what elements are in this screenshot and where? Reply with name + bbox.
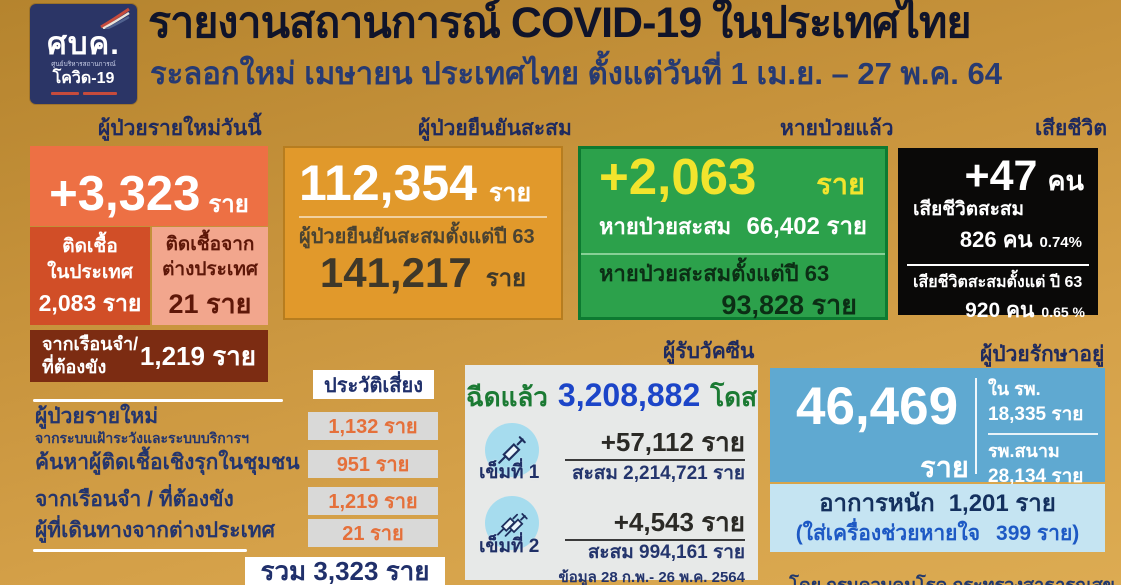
page-subtitle: ระลอกใหม่ เมษายน ประเทศไทย ตั้งแต่วันที่… — [150, 56, 1002, 91]
abroad-cases-box: ติดเชื้อจาก ต่างประเทศ 21 ราย — [152, 227, 268, 325]
risk-history-header: ประวัติเสี่ยง — [313, 370, 434, 399]
source-credit: โดย กรมควบคุมโรค กระทรวงสาธารณสุข — [789, 575, 1115, 585]
dose1-cumulative: สะสม 2,214,721 ราย — [571, 463, 745, 484]
dose2-cumulative: สะสม 994,161 ราย — [587, 542, 745, 563]
risk-sublabel-surveillance: จากระบบเฝ้าระวังและระบบบริการฯ — [35, 430, 249, 447]
vaccine-panel: ฉีดแล้ว 3,208,882 โดส เข็มที่ 1 +57,112 … — [465, 365, 758, 585]
cumulative-value: 112,354 — [299, 155, 477, 211]
deaths-unit: คน — [1047, 166, 1084, 197]
cumulative-panel: 112,354 ราย ผู้ป่วยยืนยันสะสมตั้งแต่ปี 6… — [283, 146, 563, 320]
prison-value: 1,219 ราย — [139, 340, 256, 371]
new-cases-header: ผู้ป่วยรายใหม่วันนี้ — [98, 117, 262, 140]
risk-label-travelers: ผู้ที่เดินทางจากต่างประเทศ — [35, 519, 275, 542]
cumulative-header: ผู้ป่วยยืนยันสะสม — [418, 117, 572, 140]
cumulative-divider — [299, 216, 547, 218]
risk-value-prison: 1,219 ราย — [308, 487, 438, 515]
treating-header: ผู้ป่วยรักษาอยู่ — [980, 343, 1105, 366]
thai-flag-swoosh-icon — [100, 7, 130, 29]
treating-panel: 46,469 ราย ใน รพ. 18,335 ราย รพ.สนาม 28,… — [770, 368, 1105, 487]
logo-covid-name: โควิด-19 — [52, 69, 115, 87]
deaths-cum-value: 826 คน — [959, 227, 1033, 253]
recovered-since63-value: 93,828 ราย — [721, 289, 857, 320]
recovered-value: +2,063 — [599, 148, 757, 205]
vaccine-injected-value: 3,208,882 — [557, 377, 701, 413]
dose2-new-value: +4,543 ราย — [565, 507, 745, 541]
logo-tagline-decoration — [30, 91, 137, 95]
cumulative-unit: ราย — [488, 179, 532, 207]
domestic-label-line2: ในประเทศ — [47, 261, 133, 283]
divider-line-total — [33, 549, 247, 552]
syringe-icon — [498, 436, 526, 464]
dose1-new-value: +57,112 ราย — [565, 427, 745, 461]
prison-label-line1: จากเรือนจำ/ — [42, 333, 139, 354]
deaths-since63-value: 920 คน — [965, 299, 1035, 323]
risk-label-surveillance: ผู้ป่วยรายใหม่ — [35, 405, 159, 428]
prison-label-line2: ที่ต้องขัง — [42, 357, 107, 377]
deaths-divider — [907, 264, 1089, 267]
hospital-value: 18,335 ราย — [988, 404, 1084, 426]
deaths-since63-label: เสียชีวิตสะสมตั้งแต่ ปี 63 — [913, 274, 1083, 292]
deaths-panel: +47 คน เสียชีวิตสะสม 826 คน 0.74% เสียชี… — [898, 148, 1098, 322]
risk-value-surveillance: 1,132 ราย — [308, 412, 438, 440]
deaths-cum-label: เสียชีวิตสะสม — [913, 198, 1025, 220]
logo-org-name: ศูนย์บริหารสถานการณ์ — [51, 61, 116, 68]
cca-covid19-logo: ศบค. ศูนย์บริหารสถานการณ์ โควิด-19 — [30, 4, 137, 104]
new-cases-panel: +3,323 ราย — [30, 146, 268, 226]
field-hospital-label: รพ.สนาม — [988, 441, 1060, 462]
dose2-label: เข็มที่ 2 — [479, 536, 540, 557]
recovered-cum-value: 66,402 ราย — [746, 213, 867, 240]
severe-value: 1,201 ราย — [948, 490, 1056, 517]
treating-vertical-divider — [975, 378, 977, 474]
recovered-cum-label: หายป่วยสะสม — [599, 214, 732, 239]
recovered-panel: +2,063 ราย หายป่วยสะสม 66,402 ราย หายป่ว… — [578, 146, 888, 320]
deaths-value: +47 — [964, 152, 1038, 200]
divider-line-left — [33, 399, 283, 402]
cumulative-since63-label: ผู้ป่วยยืนยันสะสมตั้งแต่ปี 63 — [299, 226, 535, 248]
risk-label-proactive: ค้นหาผู้ติดเชื้อเชิงรุกในชุมชน — [35, 451, 300, 474]
dose1-label: เข็มที่ 1 — [479, 462, 540, 483]
cumulative-since63-unit: ราย — [485, 265, 527, 293]
ventilator-label: (ใส่เครื่องช่วยหายใจ — [795, 521, 981, 545]
treating-unit: ราย — [920, 452, 969, 484]
abroad-value: 21 ราย — [168, 288, 252, 319]
severe-label: อาการหนัก — [819, 490, 935, 517]
risk-value-proactive: 951 ราย — [308, 450, 438, 478]
field-hospital-value: 28,134 ราย — [988, 466, 1084, 488]
dose1-circle — [485, 423, 539, 477]
vaccine-header: ผู้รับวัคซีน — [663, 340, 755, 363]
domestic-label-line1: ติดเชื้อ — [62, 236, 118, 258]
risk-row-label-1: ผู้ป่วยรายใหม่ จากระบบเฝ้าระวังและระบบบร… — [35, 404, 249, 448]
deaths-since63-percent: 0.65 % — [1041, 304, 1085, 321]
prison-cases-box: จากเรือนจำ/ ที่ต้องขัง 1,219 ราย — [30, 330, 268, 382]
cumulative-since63-value: 141,217 — [319, 249, 472, 296]
risk-label-prison: จากเรือนจำ / ที่ต้องขัง — [35, 488, 234, 511]
new-cases-unit: ราย — [208, 190, 249, 218]
double-syringe-icon — [496, 513, 528, 537]
page-title: รายงานสถานการณ์ COVID-19 ในประเทศไทย — [148, 0, 972, 47]
recovered-since63-label: หายป่วยสะสมตั้งแต่ปี 63 — [599, 261, 830, 286]
hospital-label: ใน รพ. — [988, 379, 1041, 399]
recovered-unit: ราย — [816, 168, 865, 201]
risk-total-box: รวม 3,323 ราย — [245, 556, 445, 585]
treating-value: 46,469 — [796, 377, 959, 436]
logo-abbr: ศบค. — [47, 26, 120, 61]
recovered-divider — [581, 253, 885, 255]
dose2-circle — [485, 496, 539, 550]
abroad-label-line1: ติดเชื้อจาก — [165, 233, 255, 255]
deaths-cum-percent: 0.74% — [1039, 234, 1082, 252]
new-cases-value: +3,323 — [49, 167, 201, 222]
treating-col-divider — [988, 433, 1098, 436]
severe-cases-box: อาการหนัก 1,201 ราย (ใส่เครื่องช่วยหายใจ… — [770, 484, 1105, 552]
domestic-value: 2,083 ราย — [38, 290, 142, 317]
risk-value-travelers: 21 ราย — [308, 519, 438, 547]
vaccine-data-period-note: ข้อมูล 28 ก.พ.- 26 พ.ค. 2564 — [558, 569, 745, 585]
abroad-label-line2: ต่างประเทศ — [162, 259, 258, 281]
domestic-cases-box: ติดเชื้อ ในประเทศ 2,083 ราย — [30, 227, 150, 325]
vaccine-injected-label: ฉีดแล้ว — [466, 382, 548, 412]
vaccine-injected-unit: โดส — [710, 382, 757, 412]
deaths-header: เสียชีวิต — [1035, 117, 1107, 140]
ventilator-value: 399 ราย) — [996, 521, 1080, 545]
recovered-header: หายป่วยแล้ว — [780, 117, 894, 140]
